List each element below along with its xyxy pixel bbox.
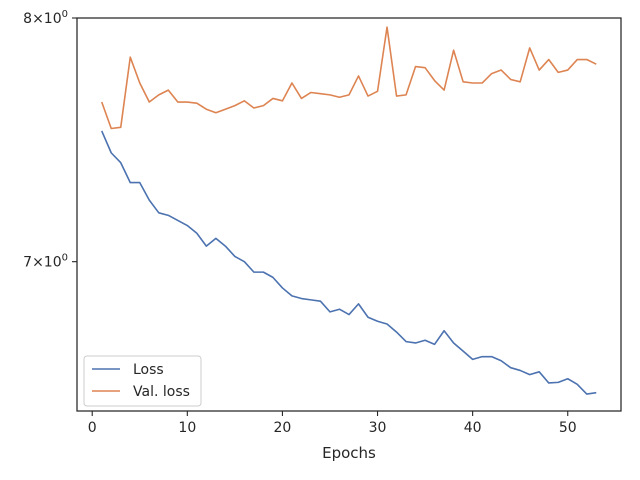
series-layer (100, 26, 597, 395)
ticks-layer: 0 10 20 30 40 50 7×100 8×100 (23, 9, 576, 436)
x-tick-label: 40 (464, 420, 482, 436)
y-tick-label: 8×100 (23, 9, 68, 27)
series-line-val-loss (100, 26, 597, 130)
legend-label-loss: Loss (133, 362, 164, 378)
legend: Loss Val. loss (83, 355, 202, 407)
x-tick-label: 10 (178, 420, 196, 436)
x-tick-label: 30 (369, 420, 387, 436)
plot-area (76, 17, 622, 412)
x-axis-label: Epochs (322, 444, 376, 462)
y-tick-label: 7×100 (23, 253, 68, 271)
legend-label-val-loss: Val. loss (133, 384, 190, 400)
axes-frame (76, 17, 622, 412)
x-tick-label: 50 (559, 420, 577, 436)
x-tick-label: 20 (274, 420, 292, 436)
series-line-loss (100, 130, 597, 395)
x-tick-label: 0 (88, 420, 97, 436)
